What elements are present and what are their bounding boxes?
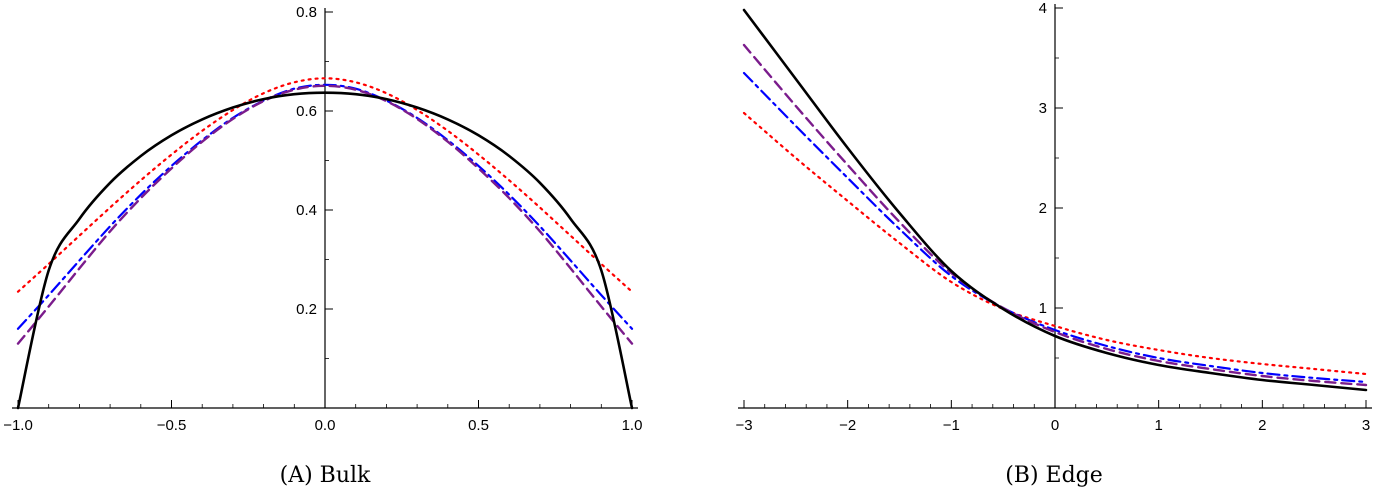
series-line-dashed [742, 43, 1368, 387]
series-line-dashdot [16, 83, 634, 330]
series-line-dotted [16, 77, 634, 293]
y-tick-label: 0.4 [296, 202, 317, 219]
x-tick-label: 0 [1051, 417, 1059, 434]
y-tick-label: 4 [1039, 0, 1047, 17]
series-line-dotted [742, 111, 1368, 376]
y-tick-label: 1 [1039, 300, 1047, 317]
y-tick-label: 0.8 [296, 4, 317, 21]
x-tick-label: 1 [1154, 417, 1162, 434]
caption-b: (B) Edge [1005, 463, 1103, 488]
y-tick-label: 0.2 [296, 301, 317, 318]
series-line-dashdot [742, 71, 1368, 384]
series-line-solid [16, 91, 634, 410]
series-line-dashed [16, 84, 634, 345]
x-tick-label: 0.5 [468, 417, 489, 434]
x-tick-label: −1.0 [3, 417, 33, 434]
y-tick-label: 3 [1039, 100, 1047, 117]
x-tick-label: 0.0 [315, 417, 336, 434]
x-tick-label: −0.5 [157, 417, 187, 434]
x-tick-label: −1 [943, 417, 960, 434]
caption-a: (A) Bulk [280, 463, 371, 488]
y-tick-label: 0.6 [296, 103, 317, 120]
x-tick-label: 2 [1258, 417, 1266, 434]
x-tick-label: 1.0 [622, 417, 643, 434]
x-tick-label: 3 [1362, 417, 1370, 434]
panel-edge: −3 −2 −1 0 1 2 3 1 2 3 4 [735, 0, 1372, 434]
panel-bulk: −1.0 −0.5 0.0 0.5 1.0 0.2 0.4 0.6 0.8 [3, 4, 642, 434]
x-tick-label: −3 [735, 417, 752, 434]
x-tick-label: −2 [839, 417, 856, 434]
series-line-solid [742, 8, 1368, 392]
y-tick-label: 2 [1039, 200, 1047, 217]
